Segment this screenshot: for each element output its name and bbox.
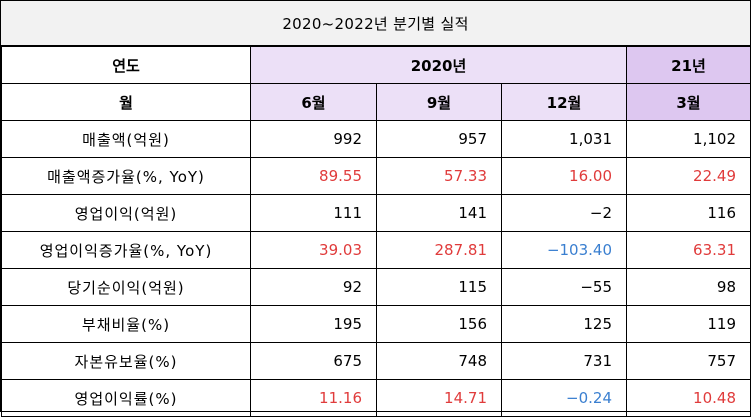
- performance-table: 연도 2020년 21년 월 6월 9월 12월 3월 매출액(억원) 992 95…: [1, 46, 751, 417]
- year-header-row: 연도 2020년 21년: [1, 46, 751, 84]
- value-cell: 10.48: [626, 379, 751, 417]
- year-header-label: 연도: [1, 46, 251, 84]
- value-cell: 63.31: [626, 231, 751, 269]
- value-cell: −2: [501, 194, 627, 232]
- value-cell: 1,031: [501, 120, 627, 158]
- value-cell: 992: [250, 120, 377, 158]
- row-label: 당기순이익(억원): [1, 268, 251, 306]
- value-cell: 115: [376, 268, 502, 306]
- row-label: 부채비율(%): [1, 305, 251, 343]
- value-cell: 141: [376, 194, 502, 232]
- value-cell: 16.00: [501, 157, 627, 195]
- value-cell: 195: [250, 305, 377, 343]
- value-cell: 731: [501, 342, 627, 380]
- value-cell: 22.49: [626, 157, 751, 195]
- year-2020-header: 2020년: [250, 46, 627, 84]
- value-cell: 116: [626, 194, 751, 232]
- row-label: 영업이익률(%): [1, 379, 251, 417]
- value-cell: −0.24: [501, 379, 627, 417]
- table-row: 영업이익증가율(%, YoY) 39.03 287.81 −103.40 63.31: [1, 231, 751, 269]
- row-label: 매출액(억원): [1, 120, 251, 158]
- value-cell: 98: [626, 268, 751, 306]
- table-row: 부채비율(%) 195 156 125 119: [1, 305, 751, 343]
- value-cell: 89.55: [250, 157, 377, 195]
- value-cell: 125: [501, 305, 627, 343]
- row-label: 자본유보율(%): [1, 342, 251, 380]
- month-header-row: 월 6월 9월 12월 3월: [1, 83, 751, 121]
- value-cell: 11.16: [250, 379, 377, 417]
- value-cell: 111: [250, 194, 377, 232]
- table-row: 매출액증가율(%, YoY) 89.55 57.33 16.00 22.49: [1, 157, 751, 195]
- month-header-cell: 6월: [250, 83, 377, 121]
- value-cell: −103.40: [501, 231, 627, 269]
- table-row: 영업이익(억원) 111 141 −2 116: [1, 194, 751, 232]
- table-row: 매출액(억원) 992 957 1,031 1,102: [1, 120, 751, 158]
- value-cell: 57.33: [376, 157, 502, 195]
- month-header-cell: 9월: [376, 83, 502, 121]
- month-header-cell: 3월: [626, 83, 751, 121]
- value-cell: 39.03: [250, 231, 377, 269]
- row-label: 영업이익증가율(%, YoY): [1, 231, 251, 269]
- row-label: 영업이익(억원): [1, 194, 251, 232]
- row-label: 매출액증가율(%, YoY): [1, 157, 251, 195]
- table-title: 2020~2022년 분기별 실적: [1, 1, 750, 46]
- value-cell: −55: [501, 268, 627, 306]
- value-cell: 757: [626, 342, 751, 380]
- value-cell: 287.81: [376, 231, 502, 269]
- value-cell: 748: [376, 342, 502, 380]
- year-21-header: 21년: [626, 46, 751, 84]
- value-cell: 156: [376, 305, 502, 343]
- value-cell: 92: [250, 268, 377, 306]
- month-header-cell: 12월: [501, 83, 627, 121]
- value-cell: 675: [250, 342, 377, 380]
- value-cell: 957: [376, 120, 502, 158]
- month-header-label: 월: [1, 83, 251, 121]
- value-cell: 119: [626, 305, 751, 343]
- table-row: 자본유보율(%) 675 748 731 757: [1, 342, 751, 380]
- table-row: 영업이익률(%) 11.16 14.71 −0.24 10.48: [1, 379, 751, 417]
- value-cell: 1,102: [626, 120, 751, 158]
- table-row: 당기순이익(억원) 92 115 −55 98: [1, 268, 751, 306]
- value-cell: 14.71: [376, 379, 502, 417]
